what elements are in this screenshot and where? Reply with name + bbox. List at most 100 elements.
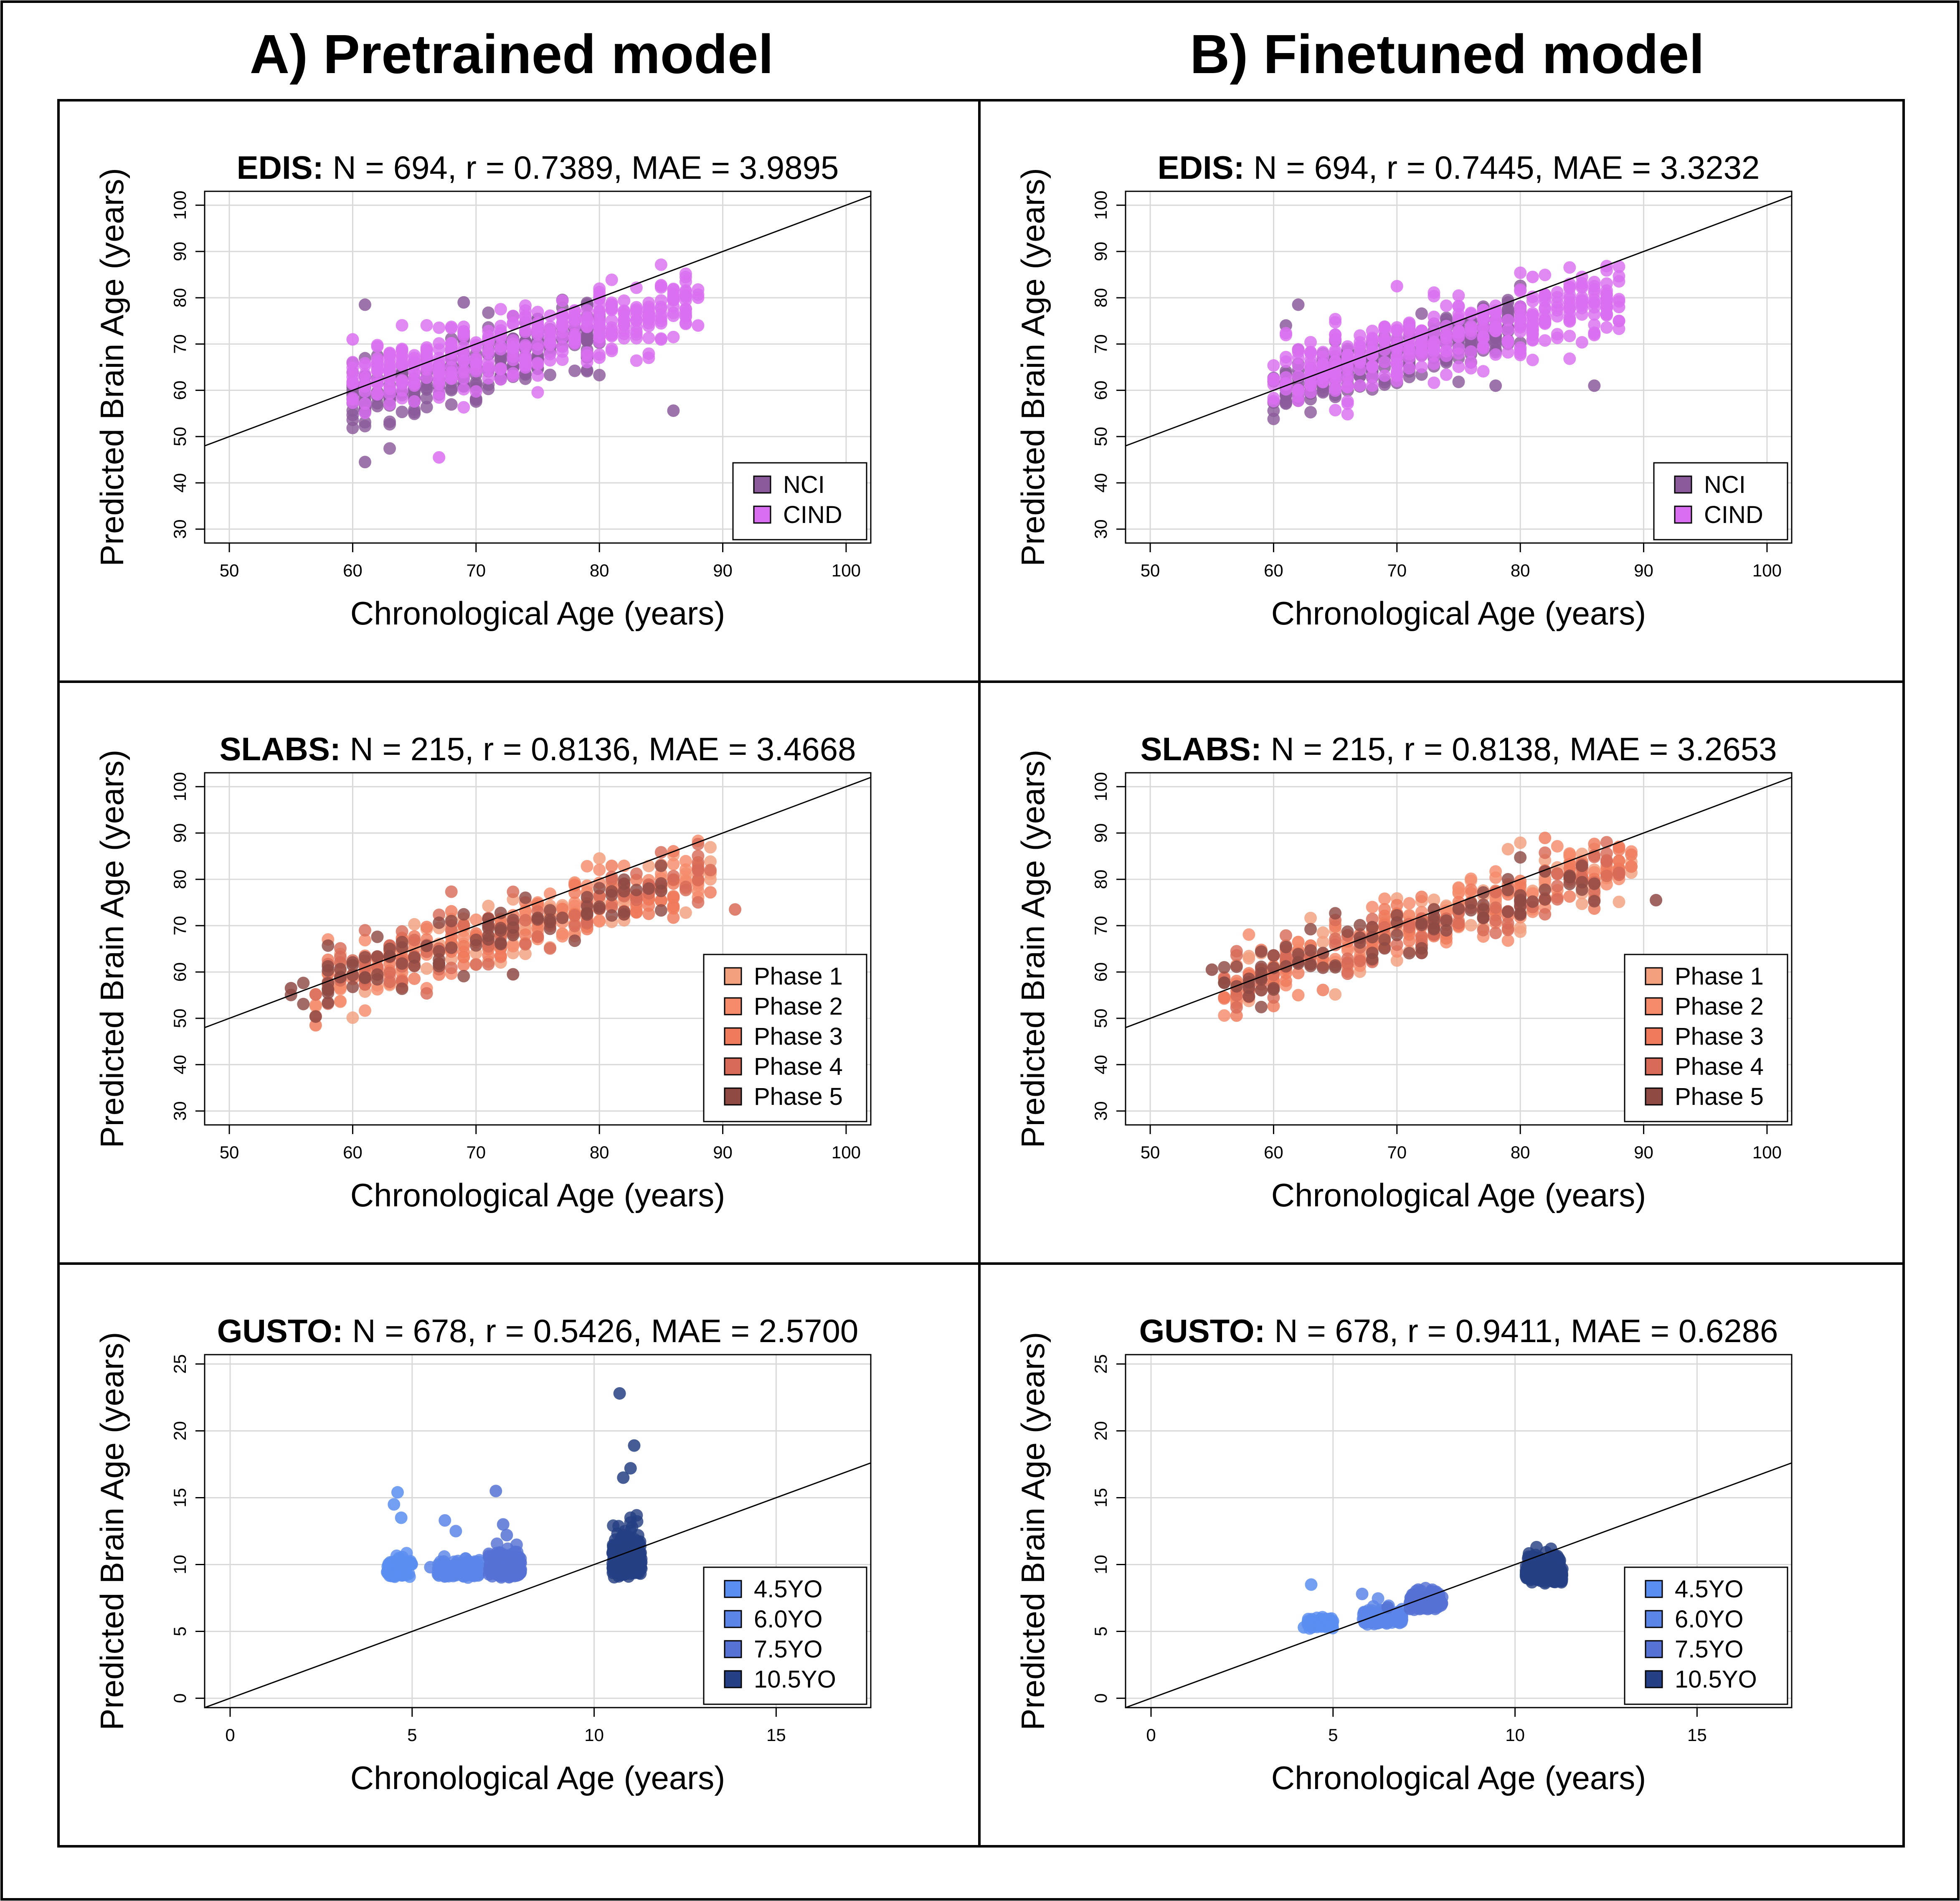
data-point xyxy=(507,940,520,953)
data-point xyxy=(531,369,544,382)
data-point xyxy=(692,856,705,869)
data-point xyxy=(346,959,359,972)
data-point xyxy=(358,298,371,311)
data-point xyxy=(1465,324,1478,337)
data-point xyxy=(704,886,717,899)
data-point xyxy=(482,899,495,912)
data-point xyxy=(1325,1619,1338,1632)
data-point xyxy=(1440,299,1453,312)
data-point xyxy=(457,951,470,964)
x-tick-label: 15 xyxy=(766,1725,786,1745)
data-point xyxy=(544,338,557,351)
y-tick-label: 60 xyxy=(1091,962,1111,982)
data-point xyxy=(1477,886,1490,899)
data-point xyxy=(692,885,705,898)
legend-entry: 10.5YO xyxy=(754,1666,836,1693)
y-tick-label: 5 xyxy=(1091,1627,1111,1636)
data-point xyxy=(581,315,593,328)
data-point xyxy=(334,942,347,955)
data-point xyxy=(581,334,593,347)
data-point xyxy=(1279,960,1292,973)
data-point xyxy=(358,924,371,937)
legend-entry: 7.5YO xyxy=(1675,1636,1743,1663)
data-point xyxy=(1539,292,1552,305)
legend: NCI CIND xyxy=(1653,462,1788,541)
data-point xyxy=(346,980,359,993)
data-point xyxy=(692,291,705,304)
data-point xyxy=(1218,991,1231,1004)
data-point xyxy=(556,353,569,366)
data-point xyxy=(405,1557,418,1570)
data-point xyxy=(494,937,507,949)
data-point xyxy=(358,359,371,372)
y-tick-label: 100 xyxy=(170,772,190,801)
column-title-b: B) Finetuned model xyxy=(1190,23,1704,85)
y-axis-label: Predicted Brain Age (years) xyxy=(94,1332,130,1731)
data-point xyxy=(1539,846,1552,859)
data-point xyxy=(445,398,458,411)
panel-title: GUSTO: N = 678, r = 0.5426, MAE = 2.5700 xyxy=(217,1312,859,1349)
data-point xyxy=(605,314,618,327)
data-point xyxy=(1267,359,1280,372)
data-point xyxy=(1403,934,1416,947)
data-point xyxy=(371,387,384,400)
legend-entry: NCI xyxy=(783,471,825,498)
x-tick-label: 80 xyxy=(1511,561,1530,580)
data-point xyxy=(1551,328,1564,341)
data-point xyxy=(408,407,421,420)
data-point xyxy=(1378,369,1391,382)
data-point xyxy=(309,1019,322,1032)
data-point xyxy=(400,1547,413,1560)
data-point xyxy=(1588,877,1601,890)
data-point xyxy=(358,397,371,410)
data-point xyxy=(394,1560,407,1573)
legend-swatch xyxy=(1645,1640,1663,1658)
data-point xyxy=(1514,300,1527,313)
panel-slabs-pretrained: SLABS: N = 215, r = 0.8136, MAE = 3.4668… xyxy=(94,731,872,1213)
data-point xyxy=(371,339,384,352)
y-tick-label: 40 xyxy=(170,1055,190,1074)
data-point xyxy=(1292,345,1305,358)
data-point xyxy=(568,309,581,322)
data-point xyxy=(1452,347,1465,360)
data-point xyxy=(1465,883,1478,896)
legend-entry: CIND xyxy=(783,501,842,528)
data-point xyxy=(654,333,667,346)
data-point xyxy=(284,982,297,995)
data-point xyxy=(654,894,667,907)
data-point xyxy=(1218,961,1231,974)
data-point xyxy=(1452,886,1465,899)
data-point xyxy=(1440,345,1453,358)
data-point xyxy=(1563,858,1576,871)
data-point xyxy=(1279,941,1292,954)
data-point xyxy=(497,1518,510,1531)
data-point xyxy=(1403,362,1416,375)
data-point xyxy=(1329,344,1342,357)
data-point xyxy=(482,360,495,373)
data-point xyxy=(519,304,532,317)
data-point xyxy=(624,1462,637,1475)
data-point xyxy=(309,1010,322,1023)
data-point xyxy=(618,294,631,307)
data-point xyxy=(1428,335,1440,348)
data-point xyxy=(630,314,643,327)
data-point xyxy=(1304,923,1317,936)
data-point xyxy=(1539,334,1552,347)
data-point xyxy=(1539,301,1552,314)
data-point xyxy=(346,396,359,409)
data-point xyxy=(1305,1578,1318,1591)
data-point xyxy=(469,365,482,378)
data-point xyxy=(618,877,631,890)
data-point xyxy=(371,356,384,369)
legend-entry: 6.0YO xyxy=(754,1606,822,1633)
data-point xyxy=(358,934,371,947)
data-point xyxy=(1415,931,1428,944)
x-axis-label: Chronological Age (years) xyxy=(1271,1759,1646,1796)
data-point xyxy=(469,939,482,952)
data-point xyxy=(383,387,396,400)
data-point xyxy=(1575,281,1588,294)
y-tick-label: 60 xyxy=(170,381,190,400)
data-point xyxy=(1329,907,1342,920)
data-point xyxy=(1428,345,1440,358)
y-tick-label: 10 xyxy=(170,1555,190,1574)
